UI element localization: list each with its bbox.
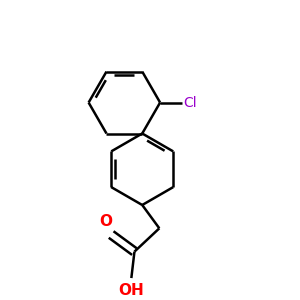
Text: O: O bbox=[99, 214, 112, 229]
Text: Cl: Cl bbox=[183, 95, 197, 110]
Text: OH: OH bbox=[118, 283, 144, 298]
